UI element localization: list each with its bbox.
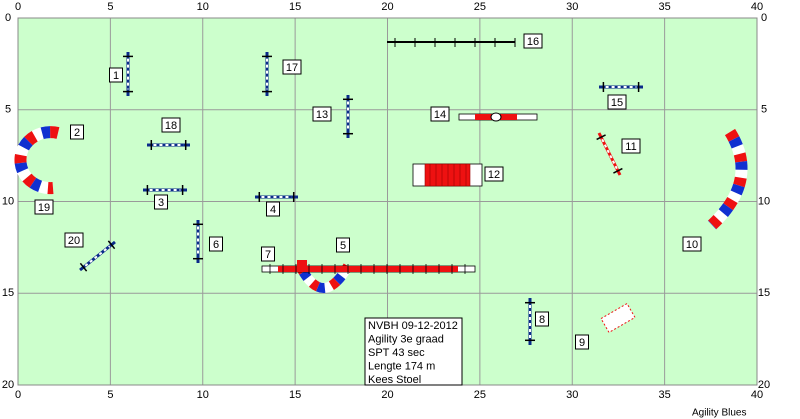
x-tick-label: 10 — [197, 389, 209, 401]
y-tick-label: 10 — [758, 195, 770, 207]
x-tick-label: 15 — [289, 389, 301, 401]
obstacle-number: 4 — [270, 204, 276, 216]
number-box — [575, 334, 589, 350]
tunnel-stripe — [707, 128, 748, 230]
number-box — [261, 246, 275, 262]
number-box — [282, 59, 302, 75]
info-line: NVBH 09-12-2012 — [368, 320, 458, 332]
obstacle-number: 17 — [286, 62, 298, 74]
x-tick-label: 40 — [751, 389, 763, 401]
x-tick-label: 20 — [381, 389, 393, 401]
obstacle-number: 18 — [165, 120, 177, 132]
footer: Agility Blues — [692, 408, 746, 419]
x-tick-label: 25 — [474, 1, 486, 13]
number-box — [34, 199, 54, 215]
weave — [600, 302, 636, 334]
obstacle-number: 19 — [38, 202, 50, 214]
tunnel-stripe — [295, 263, 353, 293]
x-tick-label: 5 — [107, 1, 113, 13]
obstacle-number: 3 — [158, 197, 164, 209]
obstacle-number: 5 — [340, 240, 346, 252]
obstacle-number: 1 — [113, 70, 119, 82]
obstacle-number: 11 — [625, 141, 636, 153]
weave-frame — [600, 302, 636, 334]
y-tick-label: 20 — [758, 379, 770, 391]
x-tick-label: 20 — [381, 1, 393, 13]
obstacle-number: 20 — [68, 235, 80, 247]
obstacle-number: 16 — [527, 36, 539, 48]
y-tick-label: 15 — [2, 287, 14, 299]
info-line: Kees Stoel — [368, 374, 421, 386]
info-line: Lengte 174 m — [368, 360, 435, 372]
number-box — [209, 236, 223, 252]
obstacle-number: 7 — [265, 249, 271, 261]
number-box — [161, 117, 181, 133]
jump-wing — [79, 262, 88, 272]
number-box — [535, 311, 549, 327]
jump-wing — [613, 167, 623, 174]
obstacle-number: 15 — [611, 97, 623, 109]
jump-bar — [84, 245, 111, 267]
x-tick-label: 15 — [289, 1, 301, 13]
x-tick-label: 35 — [659, 1, 671, 13]
tire-core — [424, 163, 471, 187]
obstacle-number: 10 — [686, 239, 698, 251]
tunnel-stripe — [14, 126, 60, 195]
number-box — [523, 33, 543, 49]
y-tick-label: 0 — [5, 12, 11, 24]
number-box — [70, 124, 84, 140]
y-tick-label: 20 — [2, 379, 14, 391]
number-box — [64, 232, 84, 248]
info-line: SPT 43 sec — [368, 347, 425, 359]
number-box — [154, 194, 168, 210]
x-tick-label: 25 — [474, 389, 486, 401]
x-tick-label: 0 — [15, 389, 21, 401]
obstacle-number: 12 — [488, 169, 500, 181]
info-line: Agility 3e graad — [368, 333, 444, 345]
number-box — [266, 201, 280, 217]
x-tick-label: 10 — [197, 1, 209, 13]
y-tick-label: 5 — [761, 104, 767, 116]
seesaw-pivot — [490, 112, 502, 122]
number-box — [430, 106, 450, 122]
x-tick-label: 35 — [659, 389, 671, 401]
tunnel-stripe — [707, 128, 748, 230]
equipment — [14, 38, 748, 345]
number-box — [682, 236, 702, 252]
x-tick-label: 5 — [107, 389, 113, 401]
obstacle-number: 14 — [434, 109, 446, 121]
x-tick-label: 40 — [751, 1, 763, 13]
obstacle-number: 2 — [74, 127, 80, 139]
y-tick-label: 15 — [758, 287, 770, 299]
x-tick-label: 30 — [566, 389, 578, 401]
jump-wing — [596, 134, 606, 141]
dog-walk-zone — [278, 266, 458, 272]
jump-wing — [107, 240, 116, 250]
obstacle-number: 9 — [579, 337, 585, 349]
obstacle-number: 6 — [213, 239, 219, 251]
number-box — [312, 106, 332, 122]
x-tick-label: 0 — [15, 1, 21, 13]
y-tick-label: 0 — [761, 12, 767, 24]
x-tick-label: 30 — [566, 1, 578, 13]
number-box — [621, 138, 641, 154]
obstacle-number: 13 — [316, 109, 328, 121]
number-box — [484, 166, 504, 182]
number-box — [336, 237, 350, 253]
info-box — [364, 317, 463, 386]
obstacle-number: 8 — [539, 314, 545, 326]
y-tick-label: 10 — [2, 195, 14, 207]
number-box — [607, 94, 627, 110]
y-tick-label: 5 — [5, 104, 11, 116]
number-box — [109, 67, 123, 83]
tunnel-stripe — [14, 126, 60, 195]
dog-walk-end — [297, 260, 307, 268]
